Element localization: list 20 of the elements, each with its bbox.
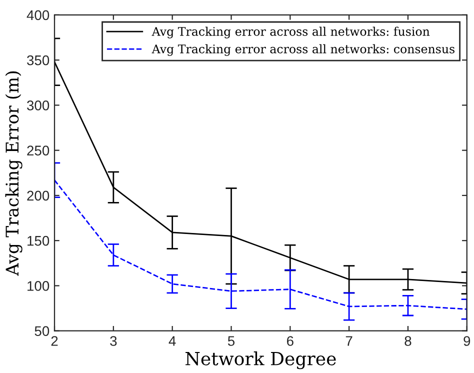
x-tick-label: 5 [228, 336, 235, 346]
y-tick-label: 50 [34, 326, 50, 336]
x-axis-title: Network Degree [186, 351, 336, 370]
x-tick-label: 6 [287, 336, 294, 346]
x-tick-label: 4 [168, 336, 176, 346]
y-tick-label: 200 [27, 190, 50, 201]
legend-label: Avg Tracking error across all networks: fusion [152, 26, 430, 38]
x-tick-label: 3 [110, 336, 117, 346]
y-tick-label: 400 [26, 10, 50, 20]
legend-label: Avg Tracking error across all networks: consensus [152, 44, 454, 56]
y-tick-label: 250 [27, 146, 50, 156]
y-tick-label: 100 [28, 281, 50, 291]
x-tick-label: 7 [346, 336, 352, 346]
x-tick-label: 9 [464, 336, 470, 346]
y-tick-label: 350 [27, 55, 50, 66]
y-tick-label: 300 [27, 100, 50, 110]
y-axis-title: Avg Tracking Error (m) [5, 71, 22, 276]
x-tick-label: 8 [404, 336, 412, 346]
x-tick-label: 2 [51, 336, 58, 346]
y-tick-label: 150 [28, 236, 50, 246]
